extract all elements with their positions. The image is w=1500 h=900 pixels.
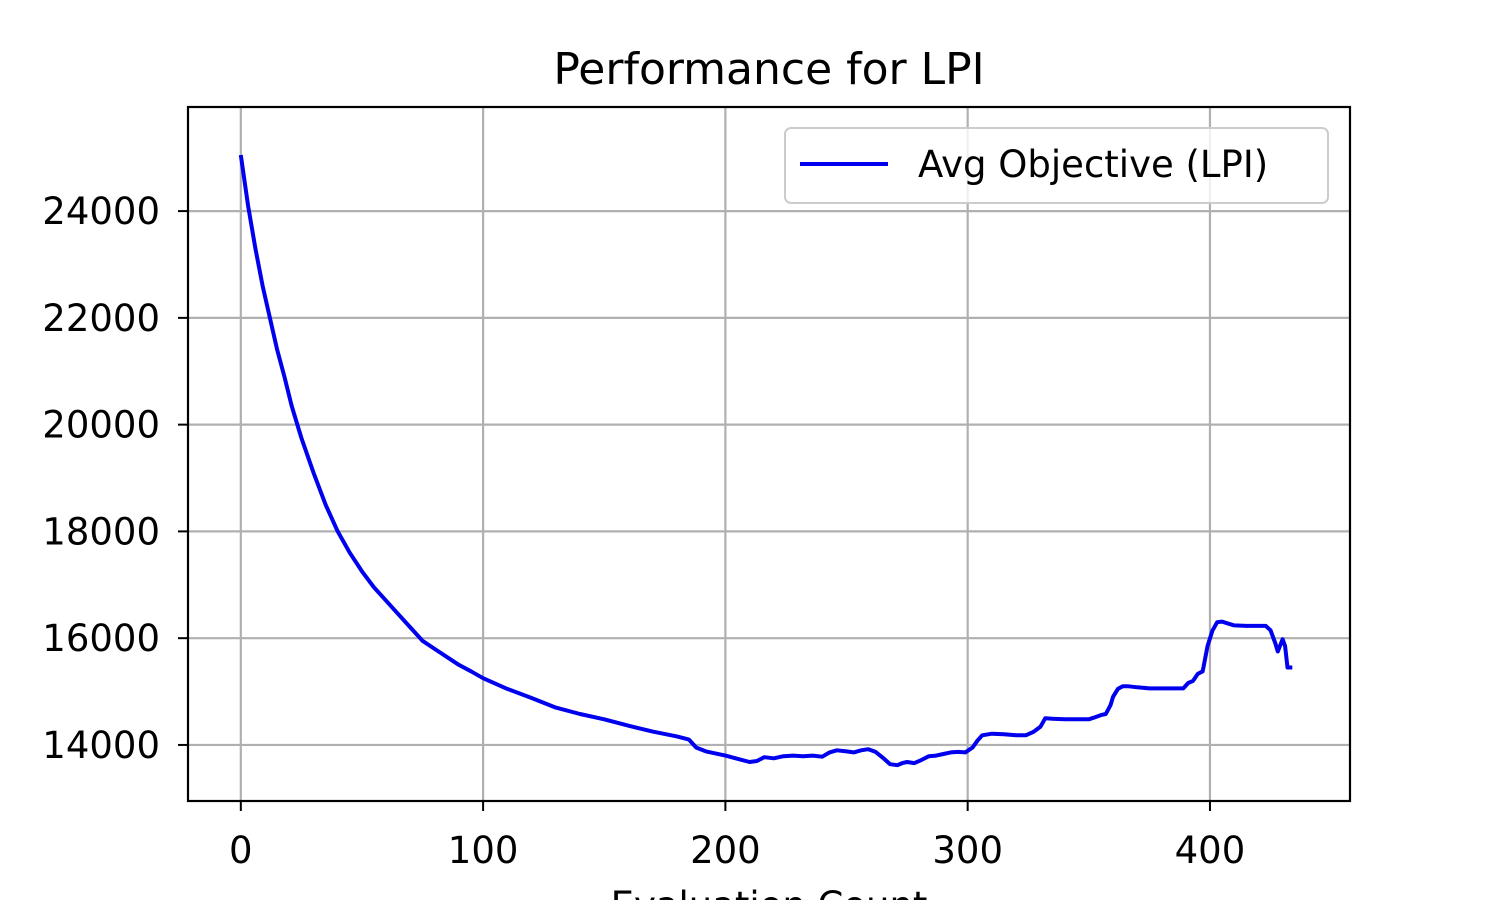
series-layer — [238, 154, 1293, 768]
x-tick-label: 100 — [448, 829, 519, 872]
grid-lines — [188, 107, 1350, 801]
legend: Avg Objective (LPI) — [784, 127, 1329, 204]
x-axis-label: Evaluation Count — [611, 884, 928, 900]
y-tick-label: 20000 — [42, 404, 160, 447]
x-axis-ticks: 0 100 200 300 400 — [229, 801, 1245, 872]
series-line-avg-objective — [238, 154, 1293, 768]
x-tick-label: 200 — [690, 829, 761, 872]
axes-frame — [186, 105, 1352, 803]
y-tick-label: 16000 — [42, 617, 160, 660]
x-tick-label: 0 — [229, 829, 253, 872]
y-axis-ticks: 14000 16000 18000 20000 22000 24000 — [42, 190, 188, 767]
x-tick-label: 300 — [932, 829, 1003, 872]
y-tick-label: 22000 — [42, 297, 160, 340]
y-tick-label: 24000 — [42, 190, 160, 233]
chart-title: Performance for LPI — [553, 44, 984, 95]
legend-box — [784, 127, 1329, 204]
legend-label-avg-objective: Avg Objective (LPI) — [918, 143, 1268, 186]
y-tick-label: 18000 — [42, 510, 160, 553]
y-tick-label: 14000 — [42, 724, 160, 767]
x-tick-label: 400 — [1175, 829, 1246, 872]
